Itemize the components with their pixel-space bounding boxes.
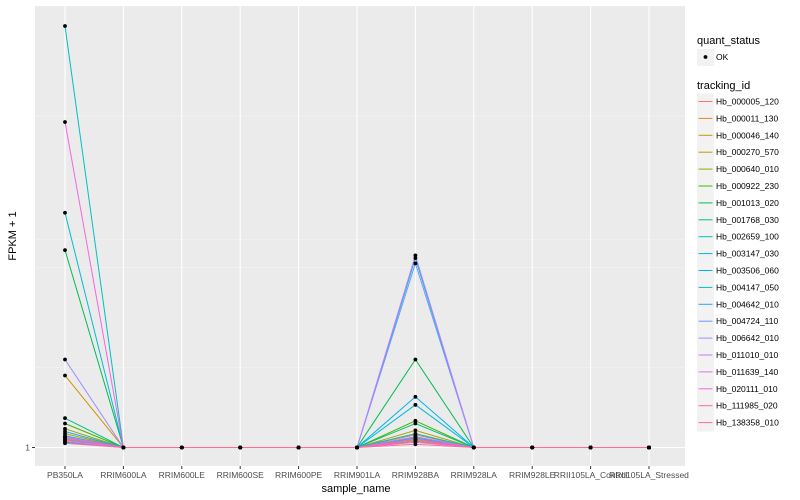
legend-point-key xyxy=(703,55,708,59)
data-point xyxy=(179,445,184,450)
data-point xyxy=(413,442,418,447)
data-point xyxy=(238,445,243,450)
data-point xyxy=(355,445,359,450)
y-axis-title: FPKM + 1 xyxy=(7,211,19,260)
legend-label-hb-003506-060: Hb_003506_060 xyxy=(716,266,779,276)
data-point xyxy=(530,445,535,450)
legend-label-hb-002659-100: Hb_002659_100 xyxy=(716,232,779,242)
legend-label-hb-111985-020: Hb_111985_020 xyxy=(716,401,778,411)
y-axis: 1 xyxy=(25,443,35,453)
legend-label-hb-138358-010: Hb_138358_010 xyxy=(716,418,779,428)
data-point xyxy=(413,428,418,433)
legend-label-hb-001013-020: Hb_001013_020 xyxy=(716,198,779,208)
legend-title-quant-status: quant_status xyxy=(697,35,760,47)
x-tick-label: RRIM600LA xyxy=(100,470,147,480)
legend-label-hb-000640-010: Hb_000640_010 xyxy=(716,164,779,174)
x-axis: PB350LA RRIM600LA RRIM600LE RRIM600SE RRIM60… xyxy=(47,466,689,480)
x-tick-label: RRIM928LE xyxy=(509,470,556,480)
x-tick-label: RRIM928LA xyxy=(451,470,498,480)
data-point xyxy=(413,431,418,436)
legend-quant-status-entries: OK xyxy=(697,49,729,66)
legend-tracking-id-entries: Hb_000005_120 Hb_000011_130 Hb_000046_140 H… xyxy=(697,93,779,432)
x-tick-label: RRIM901LA xyxy=(334,470,381,480)
data-point xyxy=(413,421,418,426)
x-tick-label: PB350LA xyxy=(47,470,83,480)
legend-label-hb-000046-140: Hb_000046_140 xyxy=(716,130,779,140)
data-point xyxy=(63,210,67,215)
data-point xyxy=(63,248,67,252)
legend-label-hb-000005-120: Hb_000005_120 xyxy=(716,97,779,107)
data-point xyxy=(413,261,418,266)
legend-label-hb-003147-030: Hb_003147_030 xyxy=(716,249,779,259)
x-tick-label: RRII105LA_Stressed xyxy=(609,470,689,480)
data-point xyxy=(63,435,67,440)
data-point xyxy=(471,445,476,450)
data-point xyxy=(413,253,418,258)
data-point xyxy=(63,421,67,426)
legend-label-hb-000011-130: Hb_000011_130 xyxy=(716,113,779,123)
data-point xyxy=(63,426,67,431)
x-tick-label: RRIM600PE xyxy=(275,470,323,480)
x-tick-label: RRIM600SE xyxy=(217,470,265,480)
legend-label-hb-004147-050: Hb_004147_050 xyxy=(716,282,779,292)
x-tick-label: RRIM928BA xyxy=(392,470,440,480)
x-tick-label: RRII105LA_Control xyxy=(554,470,628,480)
data-point xyxy=(63,357,67,362)
data-point xyxy=(413,394,418,399)
data-point xyxy=(121,445,126,450)
data-point xyxy=(63,24,67,28)
data-point xyxy=(413,402,418,407)
data-point xyxy=(63,429,67,434)
data-point xyxy=(413,418,418,423)
legend-label-quant-status: OK xyxy=(716,52,729,62)
y-tick-label: 1 xyxy=(25,443,30,453)
data-point xyxy=(63,120,67,124)
data-point xyxy=(296,445,301,450)
data-point xyxy=(63,441,67,446)
legend-label-hb-004642-010: Hb_004642_010 xyxy=(716,299,779,309)
data-point xyxy=(413,256,418,260)
legend-label-hb-000922-230: Hb_000922_230 xyxy=(716,181,779,191)
data-point xyxy=(413,437,418,442)
data-point xyxy=(647,445,651,450)
legend-label-hb-000270-570: Hb_000270_570 xyxy=(716,147,779,157)
minor-gridlines xyxy=(35,115,685,368)
legend-title-tracking-id: tracking_id xyxy=(697,80,750,92)
legend-label-hb-020111-010: Hb_020111_010 xyxy=(716,384,778,394)
x-tick-label: RRIM600LE xyxy=(159,470,206,480)
legend-label-hb-011010-010: Hb_011010_010 xyxy=(716,350,779,360)
data-point xyxy=(63,373,67,378)
legend-label-hb-001768-030: Hb_001768_030 xyxy=(716,215,779,225)
plot-panel xyxy=(35,6,685,466)
legend: quant_status OK tracking_id Hb_000005_12… xyxy=(697,35,779,432)
legend-label-hb-011639-140: Hb_011639_140 xyxy=(716,367,779,377)
data-point xyxy=(63,416,67,421)
legend-label-hb-006642-010: Hb_006642_010 xyxy=(716,333,779,343)
series-points xyxy=(63,24,651,450)
x-axis-title: sample_name xyxy=(321,483,390,495)
data-point xyxy=(413,434,418,439)
data-point xyxy=(413,357,418,362)
legend-label-hb-004724-110: Hb_004724_110 xyxy=(716,316,779,326)
data-point xyxy=(588,445,593,450)
